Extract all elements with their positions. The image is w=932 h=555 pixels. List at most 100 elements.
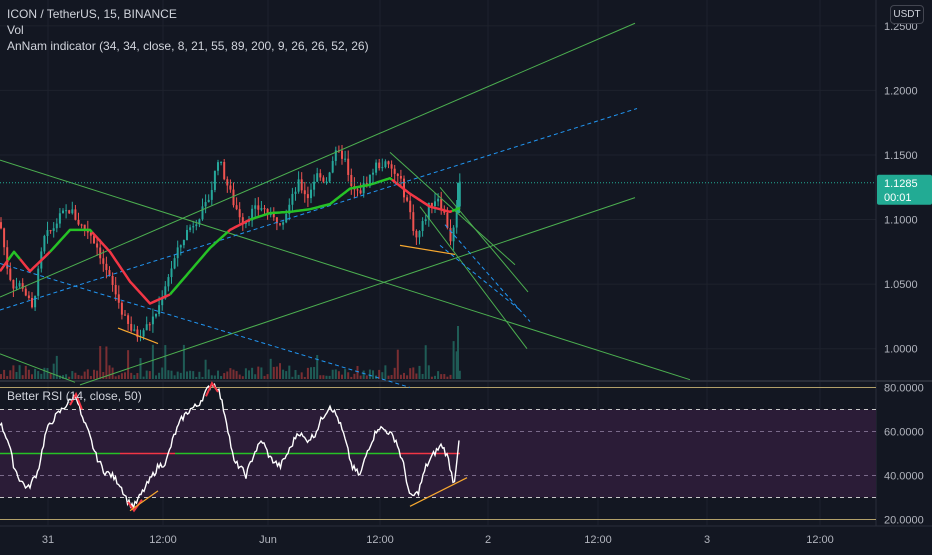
candle-body-84	[260, 208, 263, 210]
last-price-countdown: 00:01	[884, 192, 912, 204]
rsi-overbought-mark-0	[69, 391, 83, 410]
candle-body-7	[21, 283, 24, 289]
candle-body-17	[52, 228, 55, 231]
volume-bar-144	[446, 376, 449, 379]
candle-body-101	[313, 181, 316, 190]
volume-bar-100	[310, 367, 312, 379]
candle-body-64	[198, 219, 201, 225]
price-tick-label: 1.2000	[884, 85, 918, 97]
candle-body-62	[192, 226, 195, 228]
candle-body-18	[55, 223, 58, 229]
volume-bar-120	[372, 370, 374, 379]
candle-last	[457, 182, 460, 214]
candle-body-14	[43, 235, 46, 252]
volume-bar-89	[275, 366, 278, 379]
volume-bar-94	[291, 376, 294, 379]
candle-body-124	[384, 161, 387, 168]
volume-bar-62	[192, 371, 195, 379]
moving-average	[0, 176, 461, 305]
candle-body-91	[282, 222, 285, 225]
candle-body-10	[31, 297, 33, 308]
candle-body-129	[399, 175, 402, 179]
volume-bar-137	[424, 345, 427, 379]
candle-body-57	[176, 247, 179, 259]
candle-body-41	[127, 315, 130, 324]
candle-body-119	[368, 174, 371, 187]
last-price-box	[877, 174, 932, 205]
volume-bar-69	[213, 375, 216, 379]
candle-body-144	[446, 212, 449, 229]
candle-body-35	[108, 270, 111, 276]
volume-bar-54	[167, 370, 170, 379]
candle-body-110	[341, 150, 343, 159]
trendline-4	[0, 262, 411, 388]
candle-body-46	[142, 330, 145, 337]
candle-body-112	[347, 158, 350, 175]
volume-bar-52	[161, 367, 164, 379]
trendline-3	[0, 108, 638, 311]
vol-legend[interactable]: Vol	[7, 23, 24, 37]
volume-bar-31	[96, 370, 99, 379]
candle-body-105	[325, 181, 328, 183]
trendline-6	[389, 152, 516, 266]
time-tick-label: 12:00	[149, 534, 177, 546]
candle-body-73	[226, 179, 229, 186]
candle-body-113	[350, 174, 353, 186]
candle-body-75	[232, 189, 235, 206]
candle-body-142	[440, 198, 443, 211]
candle-body-6	[18, 283, 21, 287]
volume-bar-147	[455, 351, 458, 379]
candle-body-42	[130, 323, 133, 331]
indicator-name: AnNam indicator	[7, 39, 96, 53]
candle-body-60	[186, 230, 188, 241]
candle-body-81	[251, 208, 254, 221]
currency-button[interactable]: USDT	[890, 5, 924, 24]
volume-bar-101	[313, 366, 316, 379]
volume-bar-38	[117, 375, 120, 379]
volume-bar-19	[58, 375, 61, 379]
candle-body-126	[390, 164, 393, 169]
candle-body-5	[15, 286, 18, 289]
volume-bar-13	[40, 373, 43, 379]
trendline-10	[439, 245, 521, 311]
indicator-params: (34, 34, close, 8, 21, 55, 89, 200, 9, 2…	[99, 39, 369, 53]
volume-bar-53	[164, 345, 167, 379]
candle-body-9	[27, 295, 30, 298]
volume-bar-93	[288, 365, 291, 379]
candle-body-133	[412, 212, 415, 231]
candle-body-94	[291, 193, 294, 205]
candle-body-83	[257, 205, 260, 210]
drawing-lines	[0, 22, 691, 388]
candle-body-104	[322, 177, 325, 182]
time-tick-label: 12:00	[366, 534, 394, 546]
rsi-legend[interactable]: Better RSI (14, close, 50)	[7, 389, 142, 403]
volume-bar-71	[220, 376, 223, 379]
volume-bar-111	[344, 369, 347, 379]
ma-segment-4	[91, 231, 171, 305]
volume-bar-30	[93, 369, 95, 379]
volume-bar-58	[179, 372, 182, 379]
candle-body-78	[241, 217, 244, 225]
volume-bar-114	[353, 373, 356, 379]
volume-bar-141	[437, 371, 440, 379]
candle-body-27	[83, 224, 86, 230]
time-tick-label: 12:00	[806, 534, 834, 546]
volume-bar-5	[15, 371, 18, 379]
symbol-title[interactable]: ICON / TetherUS, 15, BINANCE	[7, 7, 177, 21]
candle-body-107	[331, 160, 334, 173]
candle-body-43	[133, 329, 136, 331]
volume-bar-139	[430, 376, 433, 379]
volume-bar-113	[350, 376, 353, 379]
trendline-9	[444, 224, 531, 322]
volume-bar-124	[384, 365, 387, 379]
volume-bar-90	[279, 363, 281, 379]
volume-bar-125	[387, 375, 390, 379]
volume-bar-103	[319, 375, 322, 379]
candle-body-3	[9, 268, 12, 280]
candle-body-123	[381, 167, 384, 169]
volume-bar-148	[458, 370, 461, 379]
indicator-legend[interactable]: AnNam indicator (34, 34, close, 8, 21, 5…	[7, 39, 369, 53]
symbol-line: ICON / TetherUS, 15, BINANCE	[7, 7, 177, 21]
